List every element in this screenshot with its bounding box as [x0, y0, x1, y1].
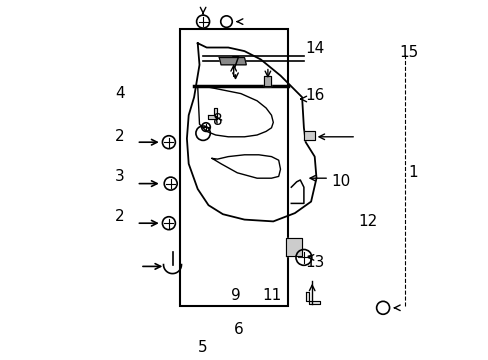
Polygon shape [264, 76, 271, 86]
Text: 3: 3 [115, 169, 124, 184]
Text: 9: 9 [230, 288, 240, 303]
Text: 11: 11 [262, 288, 281, 303]
Polygon shape [303, 131, 314, 140]
Text: 12: 12 [357, 214, 376, 229]
Text: 13: 13 [305, 255, 325, 270]
Text: 15: 15 [399, 45, 418, 60]
Text: 1: 1 [407, 165, 417, 180]
Text: 2: 2 [115, 129, 124, 144]
Polygon shape [285, 238, 302, 256]
Text: 7: 7 [230, 55, 240, 71]
FancyBboxPatch shape [179, 29, 287, 306]
Text: 4: 4 [115, 86, 124, 101]
Text: 2: 2 [115, 208, 124, 224]
Text: 10: 10 [330, 174, 349, 189]
Polygon shape [208, 108, 217, 119]
Text: 5: 5 [198, 340, 207, 355]
Text: 6: 6 [233, 322, 243, 337]
Polygon shape [305, 292, 320, 304]
Text: 14: 14 [305, 41, 324, 56]
Text: 16: 16 [305, 88, 324, 103]
Polygon shape [219, 58, 246, 65]
Text: 8: 8 [212, 113, 222, 128]
